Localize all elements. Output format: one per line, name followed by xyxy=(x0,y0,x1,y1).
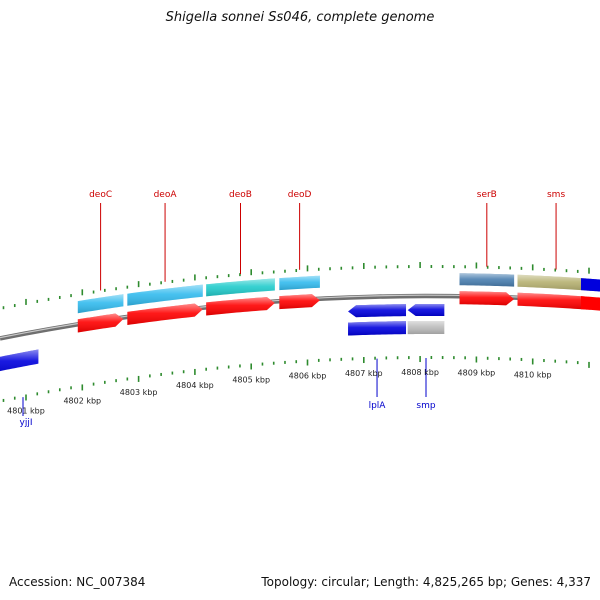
gene-cds-shine xyxy=(279,294,320,310)
gene-cds-shine xyxy=(459,291,515,306)
gene-cds-shine xyxy=(348,304,407,318)
gene-label-deoA: deoA xyxy=(154,190,178,200)
gene-label-lplA: lplA xyxy=(369,401,387,411)
scale-label: 4804 kbp xyxy=(176,381,214,390)
gene-label-yjjI: yjjI xyxy=(20,418,33,428)
gene-features xyxy=(0,273,600,372)
gene-cds-shine xyxy=(206,297,275,316)
scale-label: 4810 kbp xyxy=(514,370,552,379)
gene-feature-shine xyxy=(348,321,407,336)
scale-label: 4805 kbp xyxy=(232,375,270,384)
gene-feature-shine xyxy=(206,278,275,297)
gene-feature-shine xyxy=(517,274,595,292)
gene-label-serB: serB xyxy=(477,190,497,200)
accession-text: Accession: NC_007384 xyxy=(9,575,146,589)
gene-feature-partial xyxy=(581,278,600,292)
gene-feature-shine xyxy=(407,321,445,335)
gene-feature-shine xyxy=(127,284,203,306)
map-title: Shigella sonnei Ss046, complete genome xyxy=(165,10,435,25)
scale-label: 4806 kbp xyxy=(289,372,327,381)
scale-label: 4808 kbp xyxy=(401,368,439,377)
gene-cds-partial xyxy=(581,296,600,311)
scale-label: 4807 kbp xyxy=(345,369,383,378)
gene-label-deoC: deoC xyxy=(89,190,112,200)
gene-label-deoD: deoD xyxy=(288,190,312,200)
gene-cds-shine xyxy=(127,303,203,325)
gene-label-deoB: deoB xyxy=(229,190,252,200)
gene-labels: deoC deoA deoB deoD serB sms yjjI lplA smp xyxy=(20,190,566,428)
gene-label-sms: sms xyxy=(547,190,565,200)
scale-label: 4801 kbp xyxy=(7,406,45,415)
gene-feature-shine xyxy=(0,349,39,372)
gene-cds-shine xyxy=(517,292,595,310)
gene-feature-shine xyxy=(77,294,124,314)
scale-label: 4803 kbp xyxy=(120,388,158,397)
tick-marks xyxy=(2,262,590,402)
gene-feature-shine xyxy=(459,273,515,287)
genome-stats-text: Topology: circular; Length: 4,825,265 bp… xyxy=(261,575,591,589)
scale-labels: 4801 kbp 4802 kbp 4803 kbp 4804 kbp 4805 kbp… xyxy=(7,368,551,415)
gene-cds-shine xyxy=(77,313,124,333)
gene-feature-shine xyxy=(279,275,320,291)
scale-label: 4809 kbp xyxy=(458,369,496,378)
scale-label: 4802 kbp xyxy=(63,396,101,405)
gene-label-smp: smp xyxy=(416,401,435,411)
gene-cds-shine xyxy=(407,304,445,317)
